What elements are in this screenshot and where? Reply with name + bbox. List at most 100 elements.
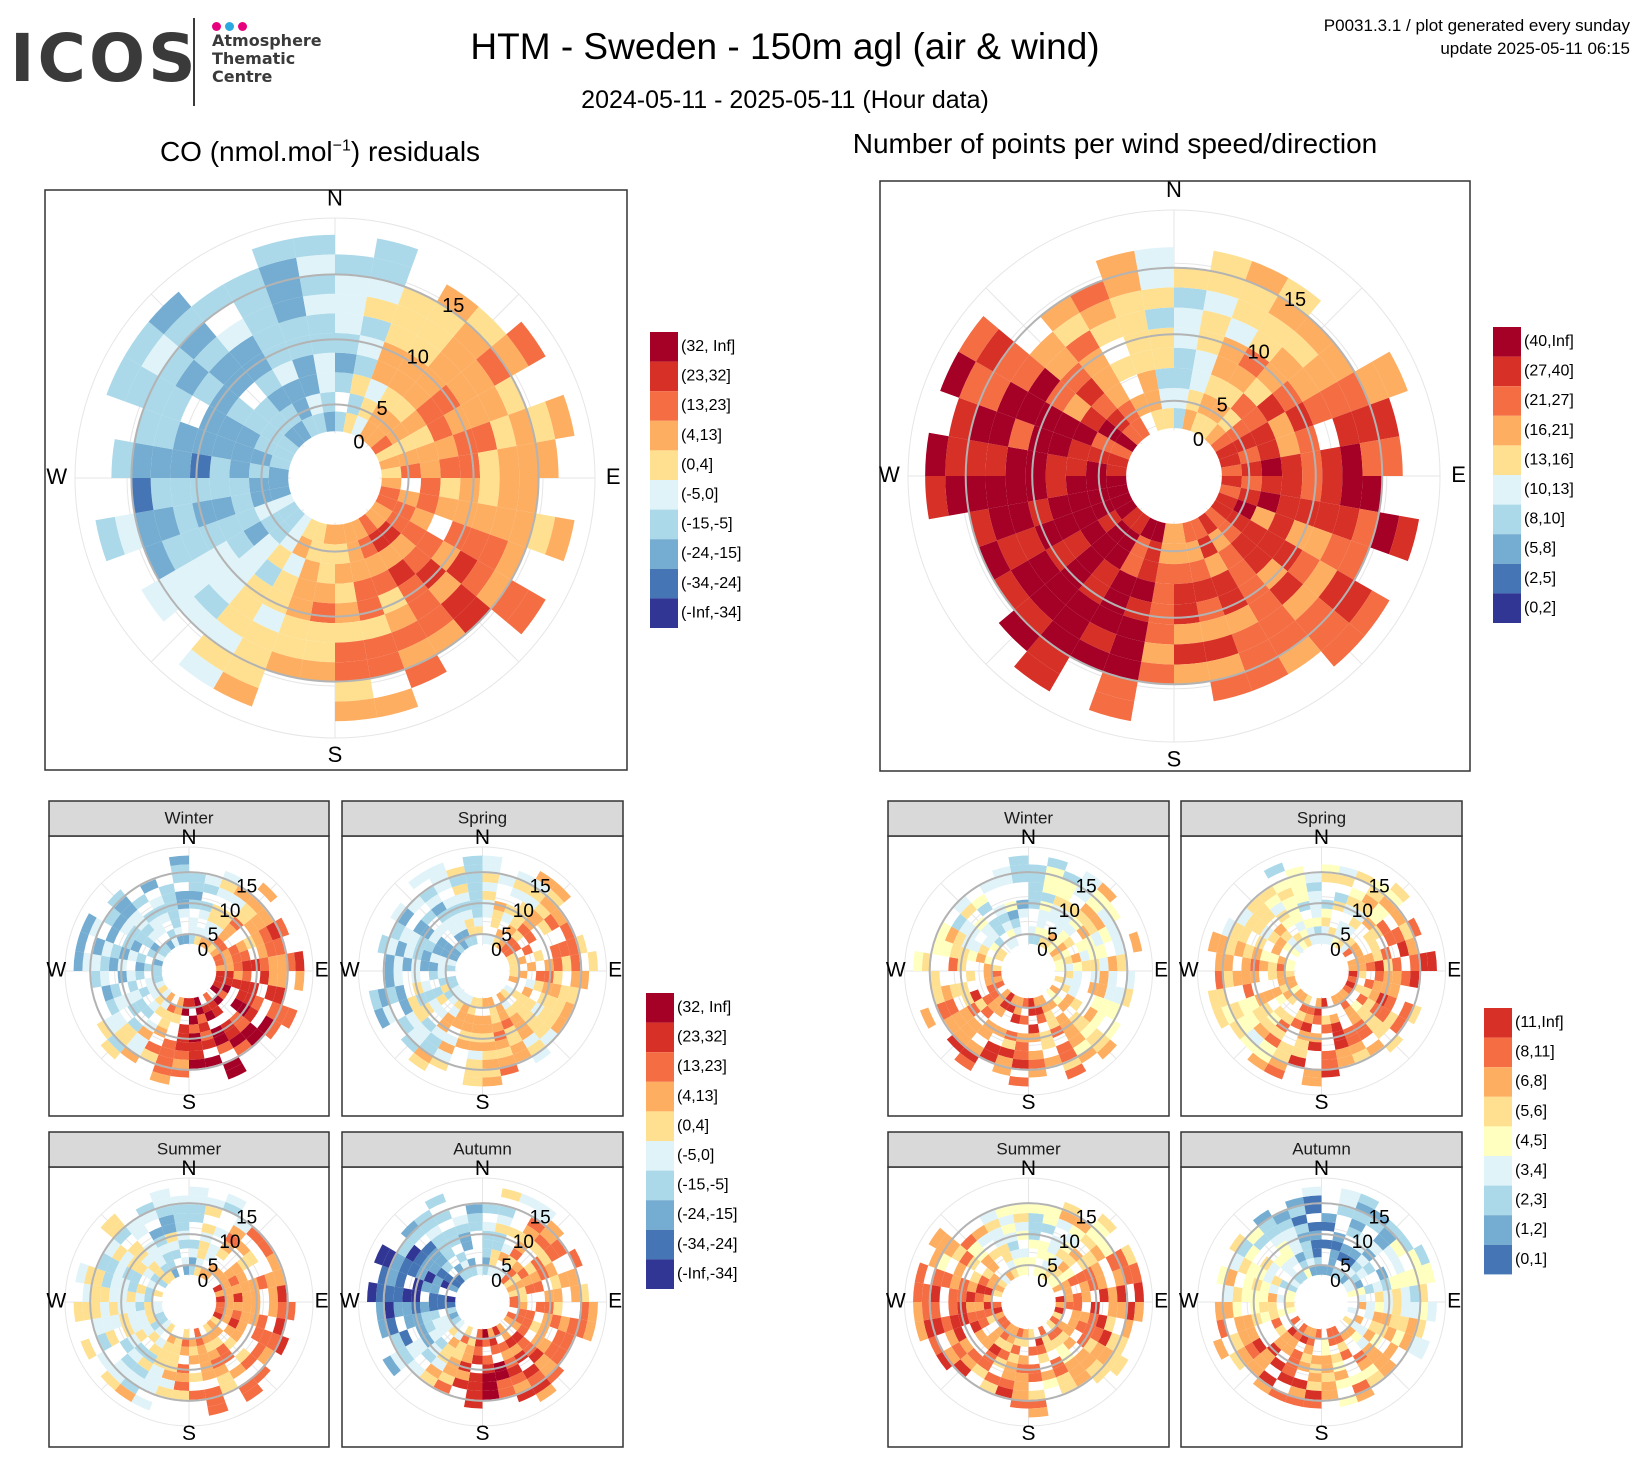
rose-cell — [1330, 1325, 1340, 1336]
speed-circle — [1031, 333, 1317, 619]
legend-label: (8,10] — [1524, 511, 1565, 528]
rose-cell — [216, 1371, 234, 1386]
rose-cell — [1362, 1328, 1376, 1343]
rose-cell — [178, 1023, 189, 1034]
rose-cell — [111, 1244, 128, 1262]
rose-cell — [92, 1317, 106, 1336]
rose-cell — [500, 1243, 514, 1256]
rose-cell — [482, 1265, 489, 1276]
rose-cell — [552, 1288, 563, 1302]
rose-cell — [570, 1285, 581, 1302]
speed-circle — [130, 273, 540, 683]
rose-cell — [161, 385, 193, 422]
rose-cell — [277, 435, 300, 455]
rose-cell — [1052, 952, 1063, 962]
rose-cell — [1332, 1360, 1346, 1373]
rose-cell — [175, 1221, 189, 1232]
rose-cell — [192, 372, 224, 406]
rose-cell — [1354, 361, 1389, 405]
rose-cell — [1308, 610, 1350, 652]
rose-cell — [1293, 943, 1304, 954]
rose-cell — [1204, 374, 1229, 400]
rose-cell — [1351, 1048, 1371, 1063]
rose-cell — [240, 1022, 258, 1040]
rose-cell — [482, 890, 497, 901]
rose-cell — [1072, 506, 1098, 531]
rose-cell — [91, 954, 102, 971]
rose-cell — [949, 1274, 962, 1290]
rose-cell — [235, 1320, 248, 1334]
rose-cell — [1272, 1048, 1292, 1063]
rose-cell — [477, 534, 509, 571]
rose-cell — [439, 456, 461, 478]
rose-cell — [407, 1359, 426, 1377]
rose-cell — [487, 1266, 495, 1277]
rose-cell — [1091, 558, 1120, 588]
rose-cell — [143, 376, 176, 415]
rose-cell — [451, 912, 465, 925]
rose-cell — [250, 1302, 261, 1315]
rose-cell — [206, 1319, 217, 1330]
rose-cell — [1351, 1379, 1371, 1394]
rose-cell — [1413, 1318, 1427, 1339]
rose-cell — [494, 1038, 510, 1050]
rose-cell — [1267, 1261, 1281, 1276]
rose-cell — [402, 1288, 413, 1302]
rose-cell — [1026, 635, 1070, 675]
rose-cell — [988, 1343, 1002, 1357]
rose-cell — [1052, 895, 1069, 910]
rose-cell — [175, 1372, 189, 1383]
rose-cell — [189, 1212, 205, 1224]
rose-cell — [1339, 443, 1363, 476]
rose-cell — [1055, 1295, 1065, 1302]
rose-cell — [1116, 1302, 1127, 1319]
co-season-rose-autumn — [341, 1131, 624, 1448]
rose-cell — [419, 1302, 430, 1313]
rose-cell — [455, 1009, 468, 1022]
rose-cell — [397, 1346, 415, 1365]
rose-cell — [1383, 971, 1393, 984]
speed-circle — [382, 871, 583, 1071]
rose-cell — [1303, 994, 1313, 1005]
radial-tick-label: 10 — [1352, 901, 1373, 922]
rose-cell — [559, 1332, 575, 1351]
rose-cell — [1028, 550, 1061, 585]
legend-swatch — [1493, 504, 1521, 535]
rose-cell — [1342, 1278, 1353, 1289]
compass-n-label: N — [475, 826, 490, 849]
rose-cell — [1291, 883, 1308, 896]
rose-cell — [992, 971, 1002, 978]
rose-cell — [222, 1201, 243, 1218]
rose-cell — [1095, 1314, 1108, 1330]
rose-cell — [390, 1253, 406, 1272]
rose-cell — [246, 1227, 264, 1245]
rose-cell — [223, 923, 237, 937]
rose-cell — [423, 1270, 436, 1284]
compass-n-label: N — [475, 1157, 490, 1180]
rose-cell — [1042, 1377, 1059, 1390]
rose-cell — [1326, 1327, 1334, 1338]
rose-cell — [407, 995, 421, 1012]
rose-cell — [1343, 1005, 1357, 1018]
rose-cell — [189, 1265, 196, 1276]
rose-cell — [147, 1260, 161, 1274]
rose-cell — [425, 1032, 443, 1049]
rose-cell — [1263, 862, 1286, 879]
rose-cell — [173, 1380, 189, 1392]
rose-cell — [374, 1244, 391, 1266]
rose-cell — [1044, 571, 1079, 606]
rose-cell — [442, 1012, 456, 1026]
rose-cell — [923, 1318, 937, 1339]
rose-cell — [512, 1048, 532, 1063]
rose-cell — [233, 1217, 252, 1234]
rose-cell — [227, 1275, 240, 1287]
rose-cell — [458, 1231, 472, 1244]
rose-cell — [1121, 423, 1144, 446]
rose-cell — [1339, 988, 1350, 999]
rose-cell — [1321, 1354, 1333, 1365]
rose-cell — [170, 478, 193, 507]
rose-cell — [957, 1302, 967, 1315]
compass-s-label: S — [1021, 1422, 1035, 1445]
rose-cell — [256, 1314, 268, 1330]
rose-cell — [229, 1032, 247, 1049]
